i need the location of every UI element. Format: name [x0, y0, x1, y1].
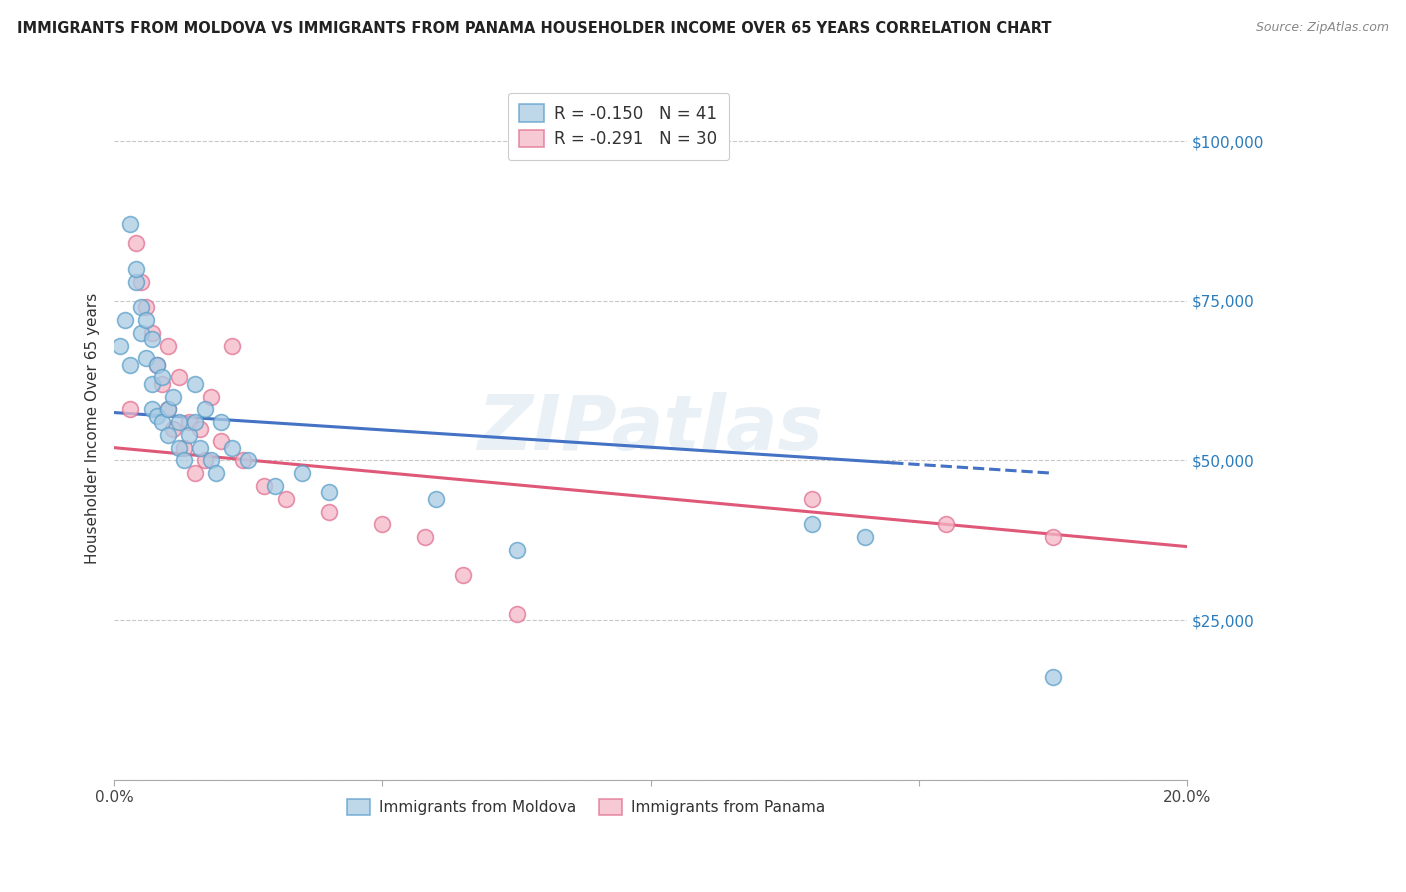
Point — [318, 504, 340, 518]
Point — [505, 607, 527, 621]
Point — [156, 402, 179, 417]
Point — [371, 517, 394, 532]
Point — [1042, 670, 1064, 684]
Point — [114, 313, 136, 327]
Point — [141, 402, 163, 417]
Point — [200, 453, 222, 467]
Point — [194, 453, 217, 467]
Legend: Immigrants from Moldova, Immigrants from Panama: Immigrants from Moldova, Immigrants from… — [337, 790, 835, 824]
Point — [167, 415, 190, 429]
Point — [188, 421, 211, 435]
Point — [179, 415, 201, 429]
Text: IMMIGRANTS FROM MOLDOVA VS IMMIGRANTS FROM PANAMA HOUSEHOLDER INCOME OVER 65 YEA: IMMIGRANTS FROM MOLDOVA VS IMMIGRANTS FR… — [17, 21, 1052, 36]
Point — [274, 491, 297, 506]
Y-axis label: Householder Income Over 65 years: Householder Income Over 65 years — [86, 293, 100, 564]
Point — [415, 530, 437, 544]
Point — [135, 313, 157, 327]
Point — [135, 351, 157, 366]
Point — [167, 441, 190, 455]
Point — [120, 217, 142, 231]
Point — [152, 415, 174, 429]
Point — [253, 479, 276, 493]
Point — [162, 421, 184, 435]
Point — [318, 485, 340, 500]
Point — [146, 409, 169, 423]
Point — [935, 517, 957, 532]
Point — [221, 441, 243, 455]
Point — [183, 467, 205, 481]
Point — [179, 428, 201, 442]
Point — [211, 434, 233, 449]
Text: Source: ZipAtlas.com: Source: ZipAtlas.com — [1256, 21, 1389, 34]
Point — [264, 479, 287, 493]
Point — [425, 491, 447, 506]
Point — [129, 275, 152, 289]
Point — [141, 376, 163, 391]
Point — [183, 415, 205, 429]
Point — [129, 300, 152, 314]
Point — [173, 441, 195, 455]
Point — [451, 568, 474, 582]
Point — [800, 517, 823, 532]
Point — [205, 467, 228, 481]
Point — [194, 402, 217, 417]
Point — [167, 370, 190, 384]
Point — [162, 390, 184, 404]
Point — [129, 326, 152, 340]
Point — [238, 453, 260, 467]
Text: ZIPatlas: ZIPatlas — [478, 392, 824, 466]
Point — [188, 441, 211, 455]
Point — [156, 428, 179, 442]
Point — [505, 542, 527, 557]
Point — [1042, 530, 1064, 544]
Point — [221, 338, 243, 352]
Point — [108, 338, 131, 352]
Point — [152, 370, 174, 384]
Point — [135, 300, 157, 314]
Point — [156, 402, 179, 417]
Point — [124, 262, 146, 277]
Point — [200, 390, 222, 404]
Point — [183, 376, 205, 391]
Point — [124, 236, 146, 251]
Point — [146, 358, 169, 372]
Point — [120, 402, 142, 417]
Point — [141, 332, 163, 346]
Point — [173, 453, 195, 467]
Point — [124, 275, 146, 289]
Point — [232, 453, 254, 467]
Point — [152, 376, 174, 391]
Point — [146, 358, 169, 372]
Point — [141, 326, 163, 340]
Point — [291, 467, 314, 481]
Point — [853, 530, 876, 544]
Point — [211, 415, 233, 429]
Point — [120, 358, 142, 372]
Point — [156, 338, 179, 352]
Point — [800, 491, 823, 506]
